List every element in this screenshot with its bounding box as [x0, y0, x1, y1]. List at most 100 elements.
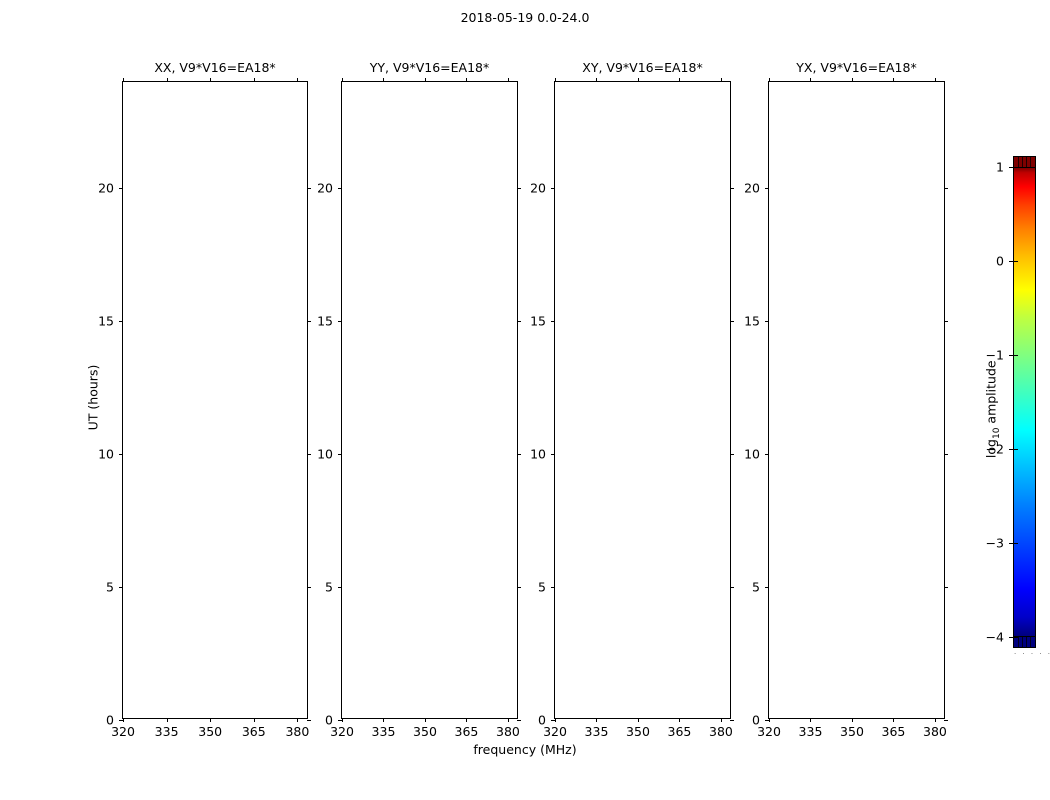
- x-tick-label: 350: [626, 724, 650, 739]
- y-tick-label: 15: [530, 313, 546, 329]
- y-tick-mark: [338, 188, 342, 190]
- y-tick-mark: [119, 720, 123, 721]
- x-tick-mark: [596, 718, 598, 722]
- x-tick-label: 320: [111, 724, 135, 739]
- y-tick-mark: [338, 587, 342, 589]
- x-tick-mark: [769, 718, 770, 722]
- colorbar-tick-mark-inner: [1013, 543, 1018, 544]
- x-tick-mark: [466, 718, 468, 722]
- y-tick-label: 20: [317, 180, 333, 196]
- y-tick-mark: [119, 188, 123, 190]
- x-tick-mark-top: [679, 78, 681, 82]
- x-tick-mark: [210, 718, 212, 722]
- y-tick-mark-right: [517, 188, 521, 190]
- y-tick-label: 0: [752, 712, 760, 728]
- y-tick-mark: [119, 454, 123, 456]
- x-tick-mark-top: [123, 78, 124, 82]
- y-tick-mark-right: [307, 321, 311, 323]
- x-tick-label: 380: [709, 724, 733, 739]
- y-tick-mark-right: [517, 720, 521, 721]
- colorbar-label: log10 amplitude: [984, 360, 1003, 458]
- x-tick-label: 335: [584, 724, 609, 739]
- y-tick-mark: [551, 188, 555, 190]
- y-tick-mark-right: [944, 321, 948, 323]
- x-tick-label: 365: [454, 724, 479, 739]
- x-tick-mark: [123, 718, 124, 722]
- y-tick-mark-right: [730, 454, 734, 456]
- x-tick-label: 350: [840, 724, 864, 739]
- x-tick-mark-top: [507, 78, 509, 82]
- y-tick-mark: [338, 720, 342, 721]
- colorbar-tick-mark: [1009, 637, 1013, 638]
- y-tick-label: 20: [744, 180, 760, 196]
- subplot-yx[interactable]: YX, V9*V16=EA18* 320 335 350 365 380 0 5 10 15 20: [744, 60, 948, 739]
- colorbar-tick-mark: [1009, 543, 1013, 544]
- x-tick-label: 320: [757, 724, 781, 739]
- x-tick-mark: [934, 718, 936, 722]
- subplot-xx[interactable]: XX, V9*V16=EA18* 320 335 350 365 380 0 5 10 15 20: [98, 60, 311, 739]
- y-tick-label: 10: [98, 446, 114, 462]
- x-axis-label: frequency (MHz): [0, 742, 1050, 757]
- x-tick-mark: [720, 718, 722, 722]
- colorbar-tick-mark: [1009, 355, 1013, 356]
- x-tick-mark-top: [555, 78, 556, 82]
- colorbar-label-base: log: [983, 439, 999, 459]
- y-tick-label: 20: [98, 180, 114, 196]
- x-tick-mark: [851, 718, 853, 722]
- x-tick-label: 335: [798, 724, 823, 739]
- y-tick-mark-right: [307, 454, 311, 456]
- x-tick-mark: [253, 718, 255, 722]
- x-tick-label: 365: [667, 724, 692, 739]
- x-tick-mark-top: [769, 78, 770, 82]
- y-tick-mark-right: [944, 587, 948, 589]
- y-tick-mark-right: [517, 587, 521, 589]
- x-tick-label: 335: [371, 724, 396, 739]
- figure-suptitle: 2018-05-19 0.0-24.0: [460, 10, 590, 25]
- x-tick-label: 335: [154, 724, 179, 739]
- y-tick-label: 0: [325, 712, 333, 728]
- y-tick-label: 0: [106, 712, 114, 728]
- y-tick-mark-right: [517, 454, 521, 456]
- y-tick-mark: [338, 321, 342, 323]
- y-tick-mark: [338, 454, 342, 456]
- colorbar-tick-label: −1: [985, 347, 1004, 363]
- x-tick-label: 350: [198, 724, 223, 739]
- x-tick-mark: [424, 718, 426, 722]
- x-tick-mark: [297, 718, 299, 722]
- colorbar-tick-label: −2: [985, 441, 1004, 457]
- subplot-yy[interactable]: YY, V9*V16=EA18* 320 335 350 365 380 0 5 10 15 20: [317, 60, 521, 739]
- x-tick-mark-top: [466, 78, 468, 82]
- y-tick-mark: [551, 720, 555, 721]
- subplot-xy[interactable]: XY, V9*V16=EA18* 320 335 350 365 380 0 5 10 15 20: [530, 60, 734, 739]
- x-tick-mark: [166, 718, 168, 722]
- y-tick-label: 15: [744, 313, 760, 329]
- y-tick-mark-right: [307, 720, 311, 721]
- y-tick-label: 5: [752, 579, 760, 595]
- x-tick-mark-top: [297, 78, 299, 82]
- x-tick-mark-top: [342, 78, 343, 82]
- y-tick-mark-right: [517, 321, 521, 323]
- y-tick-mark: [765, 454, 769, 456]
- x-tick-mark-top: [810, 78, 812, 82]
- colorbar-tick-label: −3: [985, 535, 1004, 551]
- y-tick-mark-right: [730, 321, 734, 323]
- x-tick-mark-top: [383, 78, 385, 82]
- y-tick-mark: [765, 321, 769, 323]
- y-tick-mark-right: [307, 587, 311, 589]
- y-tick-mark-right: [730, 188, 734, 190]
- colorbar-tick-mark: [1009, 167, 1013, 168]
- y-tick-mark-right: [944, 720, 948, 721]
- y-tick-label: 5: [325, 579, 333, 595]
- y-tick-mark: [765, 720, 769, 721]
- x-tick-mark-top: [720, 78, 722, 82]
- y-tick-label: 5: [538, 579, 546, 595]
- colorbar-underflow-dots: · · · · ·: [1014, 650, 1050, 658]
- x-tick-label: 365: [241, 724, 266, 739]
- y-tick-mark: [119, 587, 123, 589]
- x-tick-label: 320: [330, 724, 354, 739]
- x-tick-mark-top: [424, 78, 426, 82]
- x-tick-mark-top: [934, 78, 936, 82]
- x-tick-label: 380: [923, 724, 947, 739]
- colorbar[interactable]: · · · · · −4 −3 −2 −1 0 1: [986, 156, 1050, 658]
